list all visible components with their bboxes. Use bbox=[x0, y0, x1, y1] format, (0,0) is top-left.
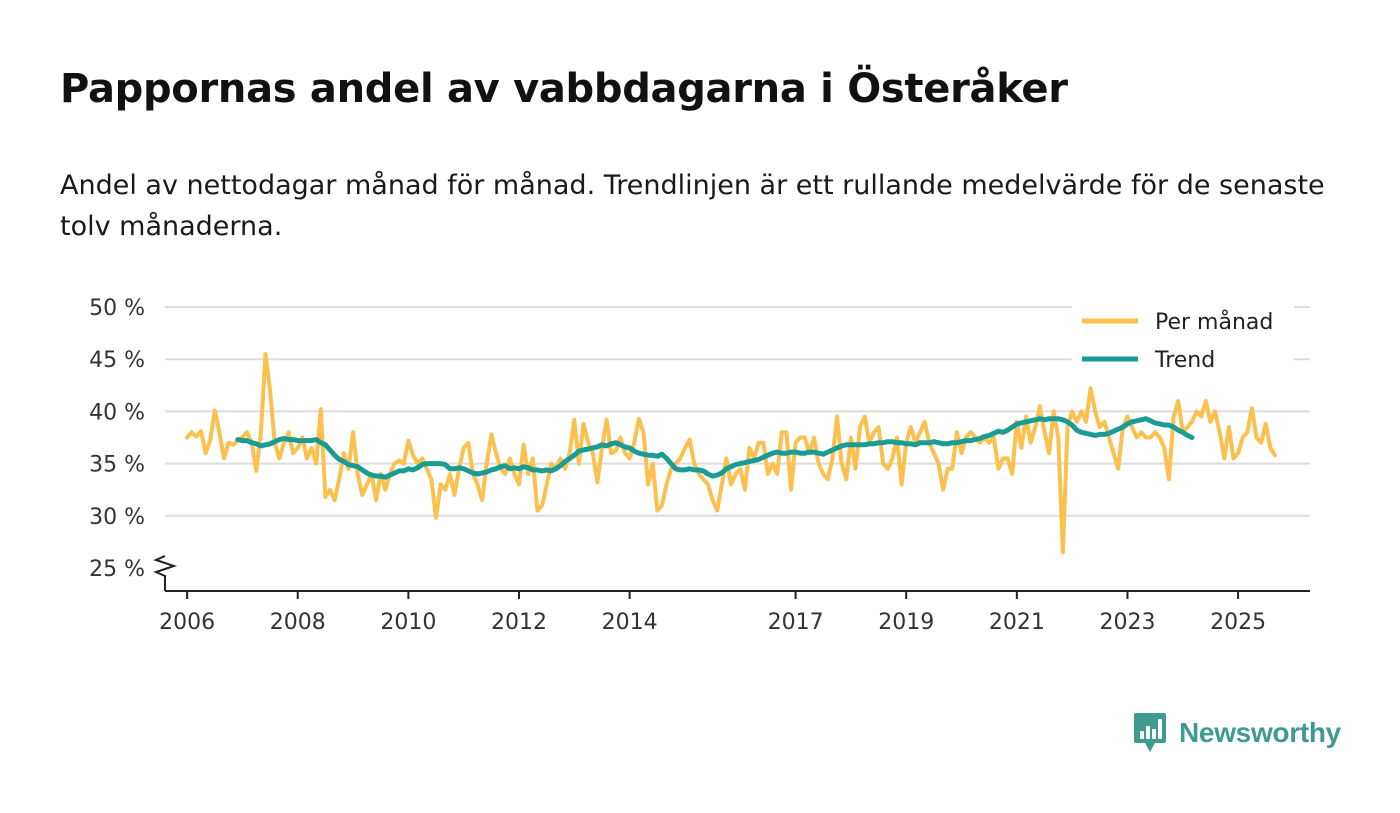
line-chart: 25 % 30 % 35 % 40 % 45 % 50 % 2006 2008 2010 201… bbox=[89, 296, 1310, 635]
x-axis: 2006 2008 2010 2012 2014 2017 2019 2021 2023 2025 bbox=[159, 590, 1310, 635]
legend-background bbox=[1072, 303, 1294, 385]
x-tick-label: 2021 bbox=[989, 610, 1045, 635]
page-subtitle: Andel av nettodagar månad för månad. Tre… bbox=[60, 170, 1325, 242]
y-tick-label: 35 % bbox=[89, 453, 145, 478]
x-tick-label: 2025 bbox=[1210, 610, 1266, 635]
y-tick-label: 30 % bbox=[89, 505, 145, 530]
y-tick-label: 50 % bbox=[89, 296, 145, 321]
legend-label: Trend bbox=[1154, 348, 1215, 373]
y-tick-label: 25 % bbox=[89, 557, 145, 582]
legend: Per månad Trend bbox=[1072, 303, 1294, 385]
series-layer bbox=[185, 352, 1277, 555]
page-title: Pappornas andel av vabbdagarna i Österåk… bbox=[60, 66, 1068, 112]
x-tick-label: 2012 bbox=[491, 610, 547, 635]
brand-name: Newsworthy bbox=[1179, 717, 1341, 748]
y-axis-break bbox=[153, 555, 178, 591]
y-tick-label: 40 % bbox=[89, 400, 145, 425]
series-line-trend bbox=[235, 416, 1195, 480]
x-tick-label: 2010 bbox=[380, 610, 436, 635]
x-tick-label: 2017 bbox=[768, 610, 824, 635]
x-tick-label: 2023 bbox=[1099, 610, 1155, 635]
series-line-per-manad bbox=[185, 352, 1277, 555]
newsworthy-logo[interactable]: Newsworthy bbox=[1133, 712, 1341, 754]
legend-label: Per månad bbox=[1155, 309, 1273, 335]
x-tick-label: 2006 bbox=[159, 610, 215, 635]
bar-chart-chat-icon bbox=[1134, 713, 1166, 752]
y-tick-label: 45 % bbox=[89, 348, 145, 373]
x-tick-label: 2014 bbox=[602, 610, 658, 635]
y-axis: 25 % 30 % 35 % 40 % 45 % 50 % bbox=[89, 296, 178, 591]
x-tick-label: 2019 bbox=[878, 610, 934, 635]
x-tick-label: 2008 bbox=[270, 610, 326, 635]
